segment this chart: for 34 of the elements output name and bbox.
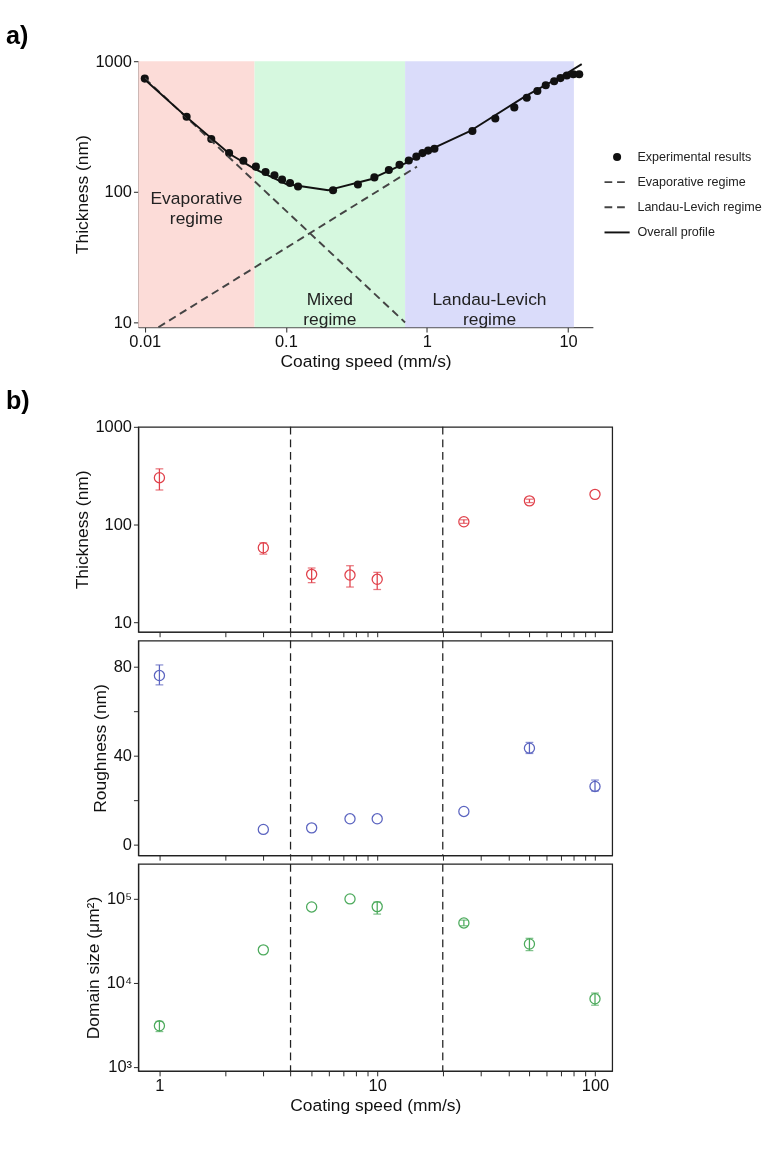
band-label: Evaporative regime (150, 188, 243, 228)
y-tick-label: 10⁴ (106, 973, 133, 992)
y-tick-label: 1000 (95, 51, 133, 70)
y-axis-title: Thickness (nm) (71, 135, 92, 255)
y-axis-title: Thickness (nm) (71, 470, 92, 590)
y-tick-label: 100 (104, 514, 133, 533)
x-tick-label: 100 (581, 1075, 610, 1094)
chart-title: a) (5, 20, 29, 49)
y-tick-label: 10 (113, 312, 133, 331)
x-tick-label: 10 (368, 1075, 387, 1094)
y-tick-label: 1000 (95, 417, 133, 436)
y-tick-label: 80 (113, 657, 133, 676)
y-tick-label: 40 (113, 746, 133, 765)
chart-title: b) (5, 386, 30, 415)
x-axis-title: Coating speed (mm/s) (280, 351, 452, 372)
y-tick-label: 0 (122, 834, 133, 853)
x-tick-label: 10 (559, 332, 578, 351)
y-axis-title: Domain size (μm²) (82, 896, 103, 1040)
y-axis-title: Roughness (nm) (90, 684, 110, 813)
x-tick-label: 0.1 (274, 332, 298, 351)
x-tick-label: 1 (422, 332, 433, 351)
y-tick-label: 10 (113, 612, 133, 631)
x-tick-label: 1 (155, 1075, 165, 1094)
band-label: Mixed regime (303, 289, 357, 329)
legend-label: Overall profile (637, 225, 715, 240)
x-tick-label: 0.01 (129, 332, 162, 351)
y-tick-label: 100 (104, 182, 133, 201)
y-tick-label: 10⁵ (106, 889, 133, 908)
legend-label: Experimental results (637, 149, 752, 164)
legend-label: Evaporative regime (637, 175, 746, 189)
band-label: Landau-Levich regime (432, 289, 547, 329)
y-tick-label: 10³ (108, 1057, 133, 1076)
legend-label: Landau-Levich regime (637, 200, 762, 215)
x-axis-title: Coating speed (mm/s) (290, 1095, 462, 1116)
